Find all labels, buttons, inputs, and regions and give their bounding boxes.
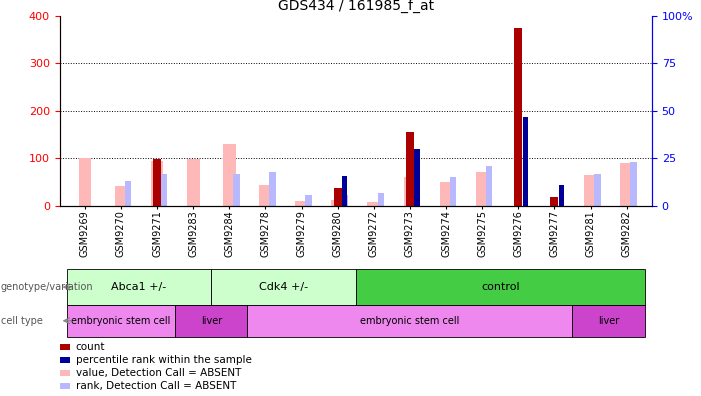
Text: cell type: cell type xyxy=(1,316,43,326)
Text: rank, Detection Call = ABSENT: rank, Detection Call = ABSENT xyxy=(76,381,236,390)
Bar xyxy=(630,162,637,206)
Bar xyxy=(367,202,380,206)
Bar xyxy=(550,197,559,206)
Bar xyxy=(153,159,161,206)
Text: liver: liver xyxy=(200,316,222,326)
Bar xyxy=(332,200,344,206)
Bar xyxy=(404,177,416,206)
Title: GDS434 / 161985_f_at: GDS434 / 161985_f_at xyxy=(278,0,434,13)
Bar xyxy=(247,305,573,337)
Bar xyxy=(334,188,341,206)
Bar xyxy=(259,185,272,206)
Bar xyxy=(584,175,597,206)
Bar xyxy=(406,132,414,206)
Bar xyxy=(187,159,200,206)
Text: control: control xyxy=(481,282,519,292)
Bar xyxy=(559,185,564,206)
Bar xyxy=(60,344,70,350)
Text: liver: liver xyxy=(598,316,619,326)
Text: genotype/variation: genotype/variation xyxy=(1,282,93,292)
Bar xyxy=(60,383,70,389)
Bar xyxy=(151,161,163,206)
Bar xyxy=(305,194,312,206)
Bar xyxy=(486,166,492,206)
Bar xyxy=(414,149,420,206)
Bar xyxy=(378,192,384,206)
Bar xyxy=(161,173,168,206)
Bar xyxy=(233,173,240,206)
Bar xyxy=(450,177,456,206)
Text: embryonic stem cell: embryonic stem cell xyxy=(360,316,460,326)
Bar xyxy=(125,181,131,206)
Bar xyxy=(60,357,70,363)
Text: value, Detection Call = ABSENT: value, Detection Call = ABSENT xyxy=(76,368,241,378)
Bar xyxy=(356,269,645,305)
Bar xyxy=(223,144,236,206)
Bar xyxy=(342,175,348,206)
Bar xyxy=(573,305,645,337)
Bar xyxy=(67,305,175,337)
Text: Abca1 +/-: Abca1 +/- xyxy=(111,282,167,292)
Bar xyxy=(476,172,489,206)
Bar xyxy=(79,158,91,206)
Bar xyxy=(269,172,275,206)
Bar xyxy=(515,28,522,206)
Bar xyxy=(60,369,70,376)
Bar xyxy=(211,269,355,305)
Bar xyxy=(440,182,452,206)
Bar xyxy=(594,173,601,206)
Bar xyxy=(341,194,348,206)
Bar xyxy=(115,186,128,206)
Text: percentile rank within the sample: percentile rank within the sample xyxy=(76,355,252,365)
Bar xyxy=(67,269,211,305)
Text: embryonic stem cell: embryonic stem cell xyxy=(72,316,170,326)
Text: count: count xyxy=(76,342,105,352)
Bar xyxy=(175,305,247,337)
Bar xyxy=(620,163,633,206)
Bar xyxy=(295,201,308,206)
Bar xyxy=(522,116,528,206)
Text: Cdk4 +/-: Cdk4 +/- xyxy=(259,282,308,292)
